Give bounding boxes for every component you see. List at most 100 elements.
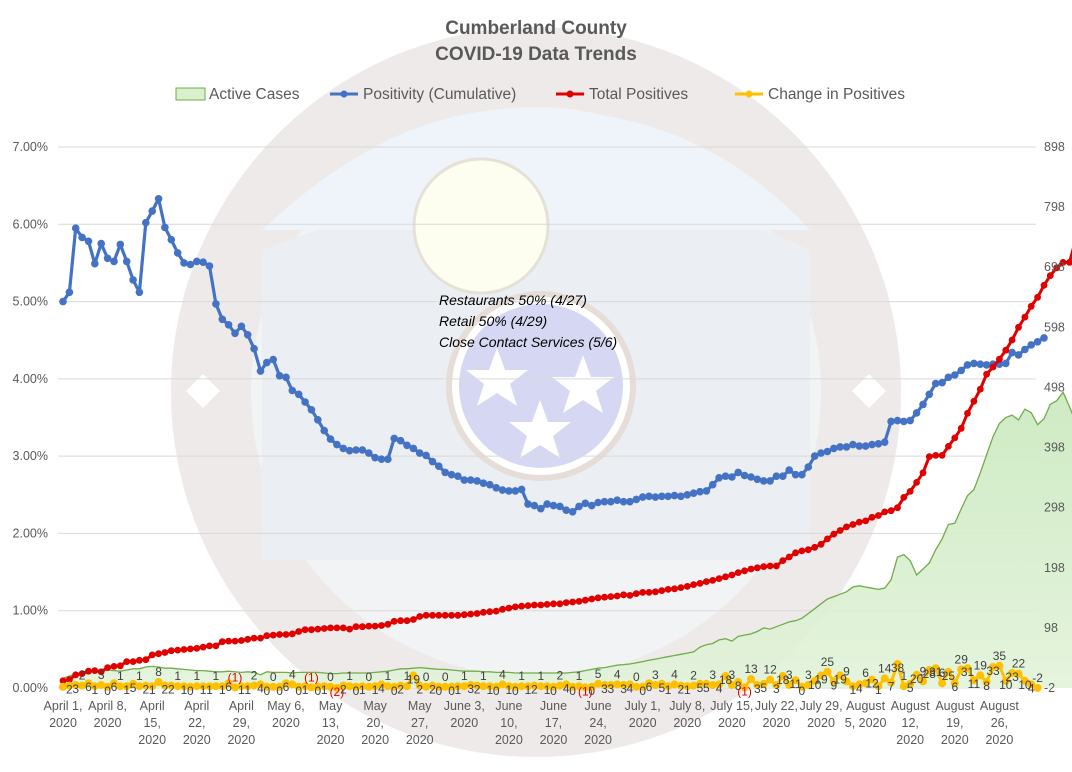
positivity-point: [982, 361, 991, 369]
change-data-label: 3: [98, 668, 105, 682]
positivity-point: [473, 477, 481, 485]
change-data-label: 5: [760, 681, 767, 695]
change-in-positives-point: [511, 682, 520, 691]
positivity-point: [275, 372, 284, 380]
total-positives-point: [104, 664, 111, 671]
change-in-positives-point: [453, 682, 462, 691]
total-positives-point: [295, 628, 303, 635]
total-positives-point: [804, 546, 812, 554]
positivity-point: [97, 239, 105, 248]
change-in-positives-point: [944, 667, 953, 676]
change-in-positives-point: [90, 682, 99, 691]
change-data-label: 9: [920, 664, 927, 678]
x-tick-label: April 1, 2020: [44, 699, 83, 730]
positivity-point: [753, 475, 762, 484]
change-in-positives-point: [78, 681, 87, 690]
right-tick-label: 498: [1044, 380, 1065, 394]
change-data-label: 0: [512, 684, 519, 698]
positivity-point: [568, 508, 577, 516]
positivity-point: [861, 442, 870, 450]
total-positives-point: [792, 549, 799, 557]
annotation-line-1: Restaurants 50% (4/27): [439, 292, 587, 308]
change-in-positives-point: [141, 681, 150, 690]
total-positives-point: [116, 662, 124, 670]
total-positives-point: [486, 608, 494, 616]
change-in-positives-point: [957, 665, 966, 674]
positivity-point: [517, 485, 526, 494]
change-data-label: 5: [703, 681, 710, 695]
positivity-point: [116, 240, 125, 249]
total-positives-point: [703, 578, 710, 585]
change-in-positives-point: [231, 683, 239, 692]
total-positives-point: [741, 567, 748, 575]
positivity-point: [645, 492, 653, 501]
total-positives-point: [696, 580, 704, 587]
positivity-point: [728, 473, 736, 481]
change-data-label: 1: [219, 683, 226, 697]
positivity-point: [951, 371, 959, 379]
positivity-point: [766, 477, 774, 485]
change-data-label: 0: [569, 684, 576, 698]
change-data-label: 1: [875, 683, 882, 697]
change-data-label: 10: [1018, 678, 1032, 692]
change-in-positives-point: [160, 681, 169, 690]
change-in-positives-point: [919, 677, 927, 686]
total-positives-point: [983, 370, 990, 378]
total-positives-point: [1008, 336, 1016, 344]
total-positives-point: [1059, 259, 1067, 266]
change-data-label: 1: [372, 683, 379, 697]
change-data-label: 6: [225, 680, 232, 694]
change-in-positives-point: [893, 660, 902, 668]
change-data-label: 6: [951, 680, 958, 694]
positivity-point: [352, 446, 360, 454]
total-positives-point: [753, 564, 761, 572]
positivity-point: [154, 195, 163, 203]
change-in-positives-point: [600, 681, 609, 689]
positivity-point: [632, 495, 641, 504]
positivity-point: [1008, 348, 1016, 357]
total-positives-point: [371, 622, 379, 630]
x-tick-label: July 29, 2020: [799, 699, 842, 730]
change-data-label: 3: [467, 682, 474, 696]
positivity-point: [670, 491, 679, 500]
change-data-label: 0: [295, 684, 302, 698]
change-data-label: 2: [397, 683, 404, 697]
total-positives-point: [518, 602, 525, 610]
change-data-label: 4: [1028, 681, 1035, 695]
change-data-label: 18: [719, 673, 733, 687]
change-in-positives-point: [403, 682, 411, 691]
total-positives-point: [473, 610, 481, 617]
x-tick-label: May 20, 2020: [361, 699, 389, 747]
change-data-label: 2: [474, 683, 481, 697]
change-data-label: 6: [283, 680, 290, 694]
positivity-point: [1027, 341, 1035, 349]
total-positives-point: [620, 591, 627, 599]
positivity-point: [925, 390, 934, 399]
positivity-point: [836, 443, 844, 451]
change-in-positives-point: [530, 681, 539, 690]
total-positives-point: [1053, 264, 1061, 272]
change-in-positives-point: [441, 682, 450, 691]
positivity-point: [428, 457, 437, 466]
total-positives-point: [664, 586, 672, 593]
change-data-label: 0: [423, 670, 430, 684]
total-positives-point: [849, 521, 857, 528]
change-data-label: 1: [174, 669, 181, 683]
change-data-label: 11: [789, 677, 802, 691]
change-data-label: 19: [407, 672, 421, 686]
positivity-point: [314, 416, 322, 424]
positivity-point: [492, 484, 501, 492]
change-data-label: 0: [633, 670, 640, 684]
right-tick-label: 398: [1044, 441, 1065, 455]
change-in-positives-point: [103, 682, 112, 691]
change-data-label: 3: [72, 682, 79, 696]
positivity-point: [880, 438, 889, 447]
positivity-point: [122, 257, 131, 266]
change-in-positives-point: [110, 679, 118, 688]
positivity-point: [65, 288, 74, 297]
change-in-positives-point: [396, 681, 405, 690]
change-in-positives-point: [829, 677, 838, 686]
positivity-point: [1021, 345, 1029, 354]
change-in-positives-point: [747, 675, 755, 683]
